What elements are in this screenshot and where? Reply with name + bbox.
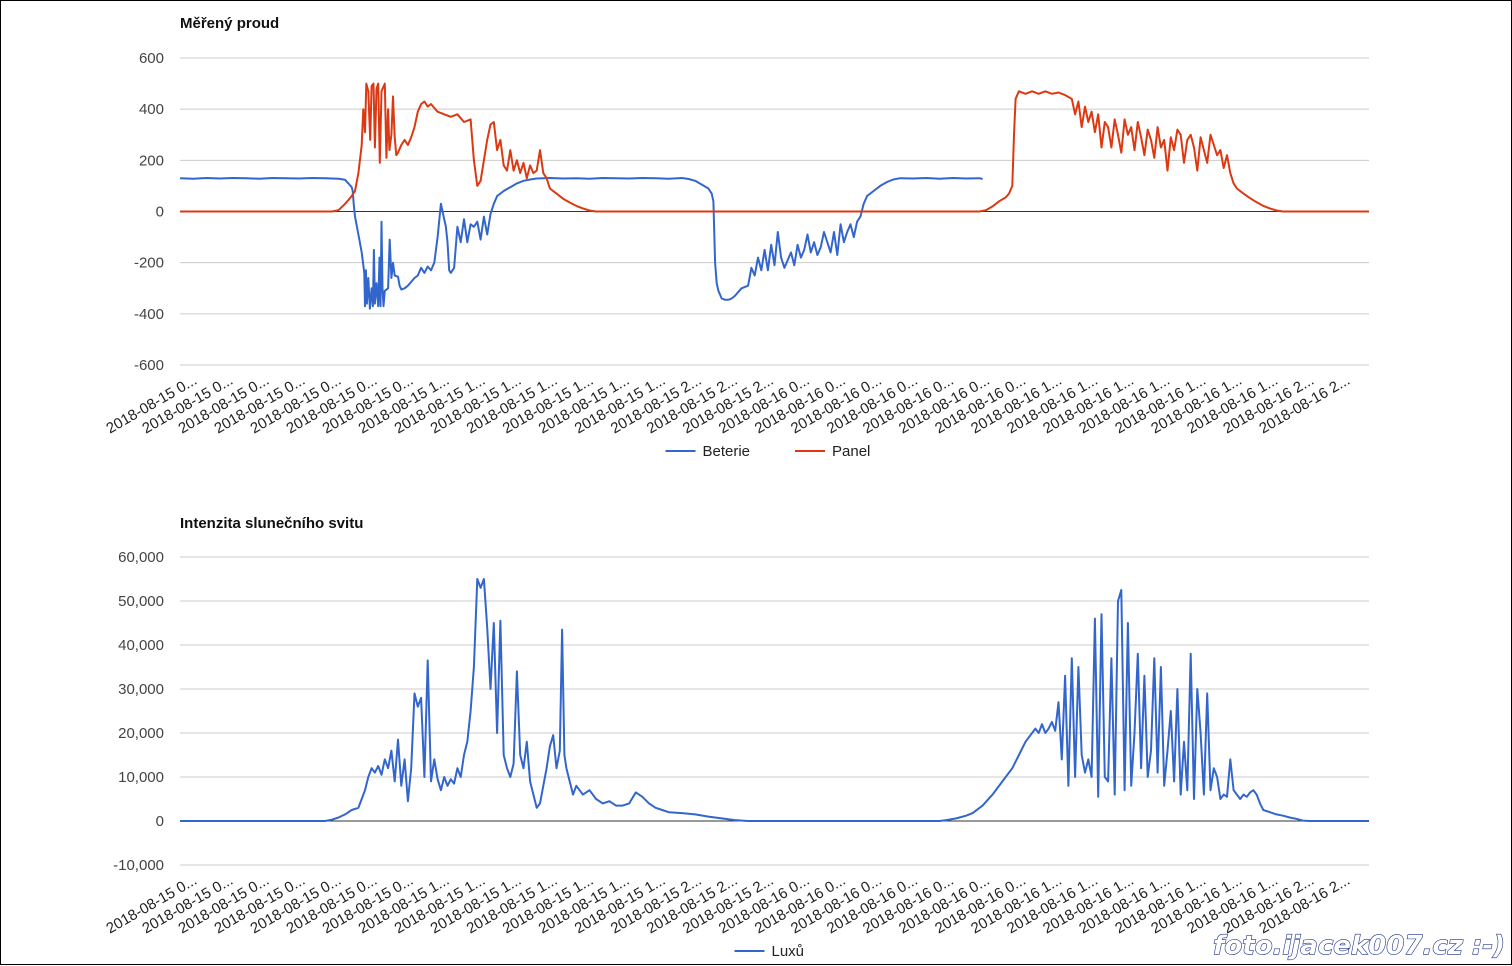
illuminance-chart-title: Intenzita slunečního svitu bbox=[180, 515, 363, 532]
y-tick-label: 20,000 bbox=[118, 725, 164, 742]
series-line-panel[interactable] bbox=[180, 82, 1369, 213]
y-tick-label: 400 bbox=[139, 101, 164, 118]
y-tick-label: -400 bbox=[134, 306, 164, 323]
series-line-beterie[interactable] bbox=[179, 177, 983, 310]
legend-label: Panel bbox=[832, 443, 870, 460]
watermark-text: foto.ijacek007.cz :-) bbox=[1213, 931, 1505, 961]
legend-label: Beterie bbox=[703, 443, 751, 460]
legend-label: Luxů bbox=[772, 943, 805, 960]
y-tick-label: 200 bbox=[139, 152, 164, 169]
legend-item-beterie[interactable]: Beterie bbox=[665, 443, 751, 460]
y-tick-label: 10,000 bbox=[118, 769, 164, 786]
series-line-luxů[interactable] bbox=[180, 578, 1369, 822]
y-tick-label: 40,000 bbox=[118, 637, 164, 654]
y-tick-label: 0 bbox=[156, 204, 164, 221]
current-chart: Měřený proud 6004002000-200-400-6002018-… bbox=[103, 15, 1369, 460]
y-tick-label: 0 bbox=[156, 813, 164, 830]
legend-item-luxů[interactable]: Luxů bbox=[734, 943, 805, 960]
y-tick-label: -200 bbox=[134, 255, 164, 272]
illuminance-chart: Intenzita slunečního svitu 60,000 50,000 4… bbox=[103, 515, 1369, 960]
current-chart-title: Měřený proud bbox=[180, 15, 279, 32]
y-tick-label: -600 bbox=[134, 357, 164, 374]
y-tick-label: 30,000 bbox=[118, 681, 164, 698]
y-tick-label: 60,000 bbox=[118, 549, 164, 566]
y-tick-label: 50,000 bbox=[118, 593, 164, 610]
legend-item-panel[interactable]: Panel bbox=[795, 443, 870, 460]
y-tick-label: -10,000 bbox=[113, 857, 164, 874]
y-tick-label: 600 bbox=[139, 50, 164, 67]
